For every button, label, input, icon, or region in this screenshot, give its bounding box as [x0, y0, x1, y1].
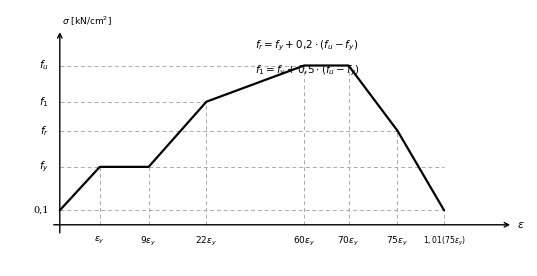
Text: $\varepsilon$: $\varepsilon$	[517, 220, 525, 230]
Text: $f_r = f_y + 0{,}2\cdot(f_u - f_y)$: $f_r = f_y + 0{,}2\cdot(f_u - f_y)$	[255, 38, 359, 53]
Text: $f_u$: $f_u$	[39, 59, 49, 72]
Text: $\varepsilon_y$: $\varepsilon_y$	[95, 235, 105, 246]
Text: $60\varepsilon_y$: $60\varepsilon_y$	[293, 235, 315, 248]
Text: $70\varepsilon_y$: $70\varepsilon_y$	[337, 235, 360, 248]
Text: $22\varepsilon_y$: $22\varepsilon_y$	[195, 235, 217, 248]
Text: $f_y$: $f_y$	[39, 160, 49, 174]
Text: $f_1 = f_y + 0{,}5\cdot(f_u - f_y)$: $f_1 = f_y + 0{,}5\cdot(f_u - f_y)$	[255, 64, 360, 78]
Text: $75\varepsilon_y$: $75\varepsilon_y$	[386, 235, 409, 248]
Text: $f_1$: $f_1$	[39, 95, 49, 109]
Text: $\sigma\ [\mathrm{kN/cm^2}]$: $\sigma\ [\mathrm{kN/cm^2}]$	[62, 14, 112, 28]
Text: $9\varepsilon_y$: $9\varepsilon_y$	[141, 235, 157, 248]
Text: $f_r$: $f_r$	[40, 124, 49, 137]
Text: 0,1: 0,1	[33, 206, 49, 215]
Text: $1,01(75\varepsilon_y)$: $1,01(75\varepsilon_y)$	[423, 235, 466, 248]
